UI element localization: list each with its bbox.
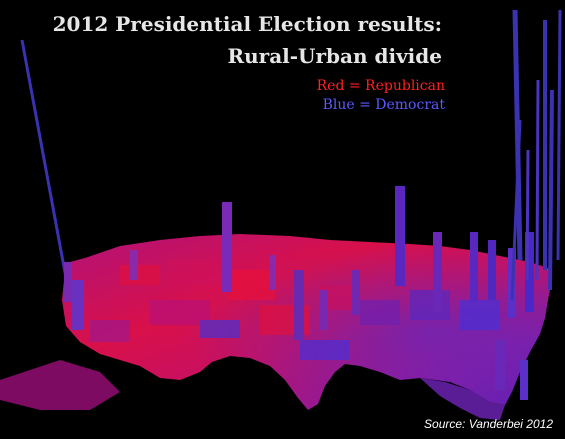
figure-subtitle: Rural-Urban divide: [227, 44, 443, 68]
florida-region: [420, 378, 505, 420]
legend-republican: Red = Republican: [316, 78, 445, 94]
source-credit: Source: Vanderbei 2012: [424, 417, 553, 431]
mexico-edge: [0, 360, 120, 410]
seattle-spike: [20, 39, 68, 279]
northeast-spikes: [510, 9, 562, 301]
legend-democrat: Blue = Democrat: [322, 97, 445, 113]
figure-title: 2012 Presidential Election results:: [52, 12, 442, 36]
